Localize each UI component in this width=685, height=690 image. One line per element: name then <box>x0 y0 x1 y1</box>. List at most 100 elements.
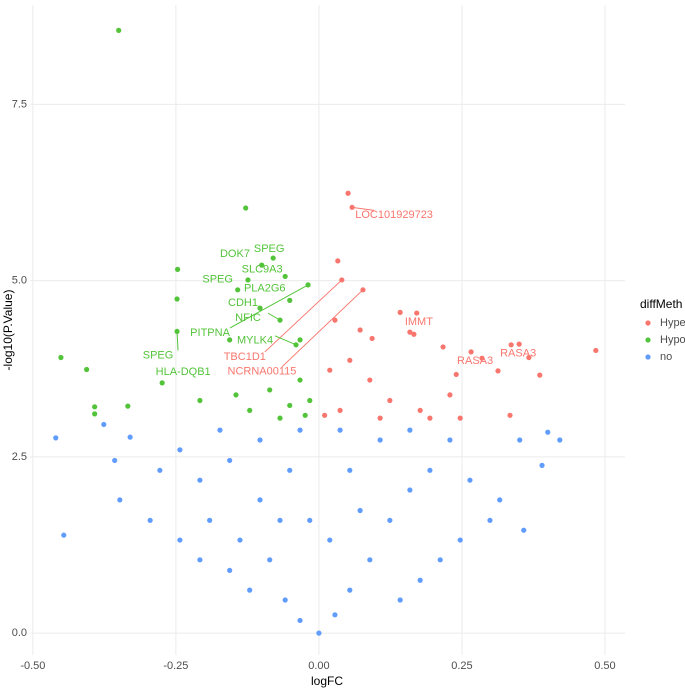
y-tick-label: 0.0 <box>12 627 27 639</box>
point <box>537 372 543 378</box>
point <box>287 297 293 303</box>
point <box>307 517 313 523</box>
point <box>297 427 303 433</box>
point <box>407 427 413 433</box>
point <box>316 630 322 636</box>
point <box>84 366 90 373</box>
point <box>349 204 355 210</box>
gene-label: MYLK4 <box>237 335 273 347</box>
point <box>92 404 98 410</box>
point <box>112 457 118 464</box>
legend-marker <box>645 320 651 326</box>
point <box>407 329 413 335</box>
point <box>397 597 403 603</box>
point <box>437 557 443 563</box>
point <box>508 342 514 348</box>
point <box>517 437 523 443</box>
point <box>327 367 333 373</box>
point <box>257 305 263 311</box>
gene-label: DOK7 <box>220 248 250 260</box>
leader-line <box>264 279 343 353</box>
point <box>357 327 363 333</box>
point <box>457 415 463 421</box>
leader-line <box>274 335 297 346</box>
gene-label: NCRNA00115 <box>228 366 297 378</box>
point <box>507 412 513 418</box>
gene-label: PLA2G6 <box>244 282 286 294</box>
point <box>447 392 453 398</box>
gene-label: SPEG <box>143 349 174 361</box>
y-tick-label: 5.0 <box>12 275 27 287</box>
point <box>487 517 493 523</box>
point <box>327 537 333 543</box>
point <box>237 537 243 543</box>
point <box>259 262 265 268</box>
point <box>233 392 239 398</box>
leader-line <box>281 289 364 368</box>
point <box>539 462 545 468</box>
point <box>277 517 283 523</box>
point <box>117 497 123 503</box>
point <box>526 354 532 361</box>
point <box>125 403 131 409</box>
point <box>322 412 328 418</box>
point <box>545 429 551 435</box>
point <box>495 368 501 374</box>
point <box>197 477 203 483</box>
legend-marker <box>645 337 651 343</box>
gene-label: SPEG <box>202 274 233 286</box>
point <box>387 517 393 523</box>
point <box>177 447 183 453</box>
point <box>127 434 133 440</box>
point <box>297 377 303 383</box>
point <box>440 344 446 350</box>
point <box>207 517 213 523</box>
point <box>521 527 527 533</box>
point <box>332 317 338 323</box>
point <box>58 354 64 361</box>
legend-marker <box>645 354 651 360</box>
point <box>337 427 343 433</box>
point <box>147 517 153 523</box>
point <box>427 467 433 473</box>
point <box>61 532 67 538</box>
point <box>257 497 263 503</box>
point <box>257 437 263 443</box>
point <box>407 487 413 493</box>
gene-label: RASA3 <box>500 348 536 360</box>
point <box>453 371 459 378</box>
point <box>516 341 522 347</box>
x-tick-label: 0.25 <box>451 660 472 672</box>
point <box>332 612 338 618</box>
point <box>177 537 183 543</box>
point <box>557 437 563 443</box>
point <box>174 296 180 302</box>
point <box>197 397 203 404</box>
point <box>197 557 203 563</box>
point <box>217 427 223 433</box>
gene-label: PITPNA <box>190 327 230 339</box>
x-axis-title: logFC <box>311 674 343 688</box>
point <box>479 355 485 361</box>
point <box>468 349 474 355</box>
point <box>282 597 288 603</box>
gene-label: RASA3 <box>457 355 493 367</box>
point <box>302 412 308 418</box>
y-tick-label: 2.5 <box>12 451 27 463</box>
point <box>414 310 420 316</box>
point <box>157 467 163 473</box>
point <box>377 437 383 443</box>
legend-label: Hypo <box>660 334 685 346</box>
point <box>247 407 253 413</box>
x-tick-label: 0.50 <box>594 660 615 672</box>
gene-label: SPEG <box>254 243 285 255</box>
point <box>116 27 122 33</box>
point <box>282 273 288 280</box>
point <box>427 415 433 421</box>
gene-label: TBC1D1 <box>224 351 266 363</box>
point <box>337 407 343 413</box>
leader-line <box>267 312 281 321</box>
point <box>347 587 353 593</box>
gene-label: CDH1 <box>228 297 258 309</box>
